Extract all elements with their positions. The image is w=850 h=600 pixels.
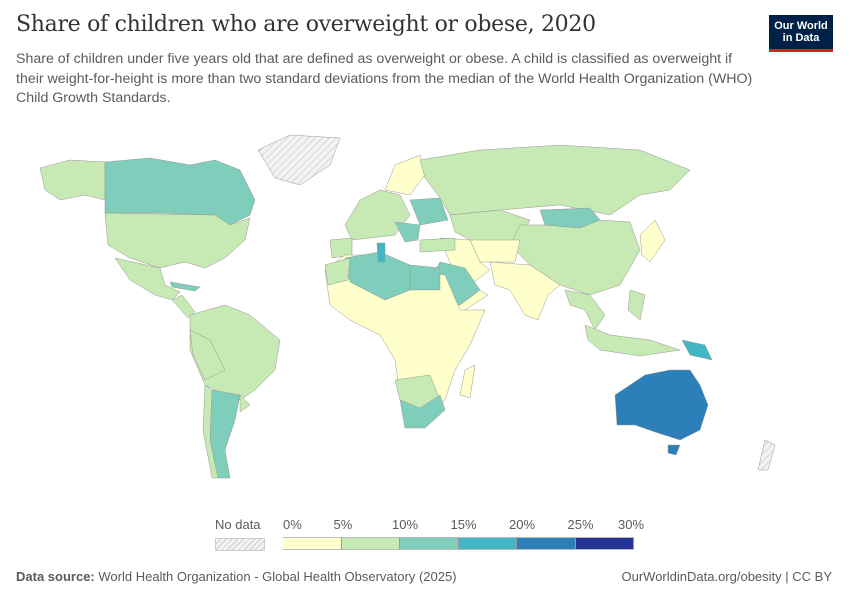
region-egypt[interactable] bbox=[409, 264, 441, 291]
region-greenland[interactable] bbox=[257, 134, 341, 186]
region-tunisia[interactable] bbox=[376, 242, 386, 263]
region-uruguay[interactable] bbox=[239, 394, 251, 413]
legend-tick: 0% bbox=[283, 517, 302, 532]
region-scandinavia[interactable] bbox=[384, 154, 426, 196]
region-south-africa[interactable] bbox=[399, 394, 446, 429]
region-europe-east[interactable] bbox=[409, 197, 449, 226]
region-madagascar[interactable] bbox=[459, 364, 476, 399]
region-balkans[interactable] bbox=[394, 221, 421, 243]
legend-tick: 15% bbox=[450, 517, 477, 532]
region-chile[interactable] bbox=[202, 384, 219, 479]
world-map[interactable] bbox=[0, 125, 850, 505]
region-indonesia[interactable] bbox=[584, 324, 681, 357]
region-philippines[interactable] bbox=[627, 289, 646, 321]
region-europe-west[interactable] bbox=[344, 189, 411, 241]
region-mexico[interactable] bbox=[114, 257, 181, 301]
map-legend: No data 0% 5% 10% 15% 20% 25% 30% bbox=[0, 515, 850, 555]
region-peru-bolivia[interactable] bbox=[189, 329, 226, 381]
region-southeast-asia[interactable] bbox=[564, 289, 606, 331]
region-new-zealand[interactable] bbox=[757, 439, 776, 471]
legend-no-data-label: No data bbox=[215, 517, 261, 532]
region-russia[interactable] bbox=[419, 144, 691, 216]
legend-bin-swatch[interactable] bbox=[575, 537, 634, 550]
legend-bin-swatch[interactable] bbox=[517, 537, 576, 550]
region-central-america[interactable] bbox=[171, 294, 196, 319]
region-korea-japan[interactable] bbox=[639, 219, 666, 263]
legend-bin-swatch[interactable] bbox=[341, 537, 400, 550]
region-morocco[interactable] bbox=[324, 257, 351, 286]
region-papua-new-guinea[interactable] bbox=[681, 339, 713, 361]
region-turkey[interactable] bbox=[419, 237, 456, 253]
region-china[interactable] bbox=[509, 219, 641, 296]
owid-logo[interactable]: Our World in Data bbox=[769, 15, 833, 52]
legend-bin-swatch[interactable] bbox=[400, 537, 459, 550]
legend-tick-30: 30% bbox=[618, 517, 645, 532]
region-usa[interactable] bbox=[104, 212, 251, 269]
region-canada[interactable] bbox=[104, 157, 256, 226]
footer-source: Data source: World Health Organization -… bbox=[16, 569, 457, 584]
legend-tick: 25% bbox=[567, 517, 594, 532]
legend-bin-swatch[interactable] bbox=[458, 537, 517, 550]
legend-tick: 10% bbox=[392, 517, 419, 532]
chart-subtitle: Share of children under five years old t… bbox=[16, 51, 753, 106]
legend-tick: 20% bbox=[509, 517, 536, 532]
footer-url[interactable]: OurWorldinData.org/obesity | CC BY bbox=[621, 569, 833, 584]
region-india[interactable] bbox=[489, 261, 561, 321]
legend-bin-swatch[interactable] bbox=[283, 537, 342, 550]
source-link[interactable]: World Health Organization - Global Healt… bbox=[98, 569, 457, 584]
legend-tick: 5% bbox=[333, 517, 353, 532]
region-alaska[interactable] bbox=[39, 159, 106, 201]
legend-no-data-swatch[interactable] bbox=[215, 538, 265, 551]
region-australia[interactable] bbox=[614, 369, 709, 441]
region-tasmania[interactable] bbox=[667, 444, 681, 456]
chart-title: Share of children who are overweight or … bbox=[16, 12, 596, 37]
region-cuba[interactable] bbox=[169, 281, 201, 292]
